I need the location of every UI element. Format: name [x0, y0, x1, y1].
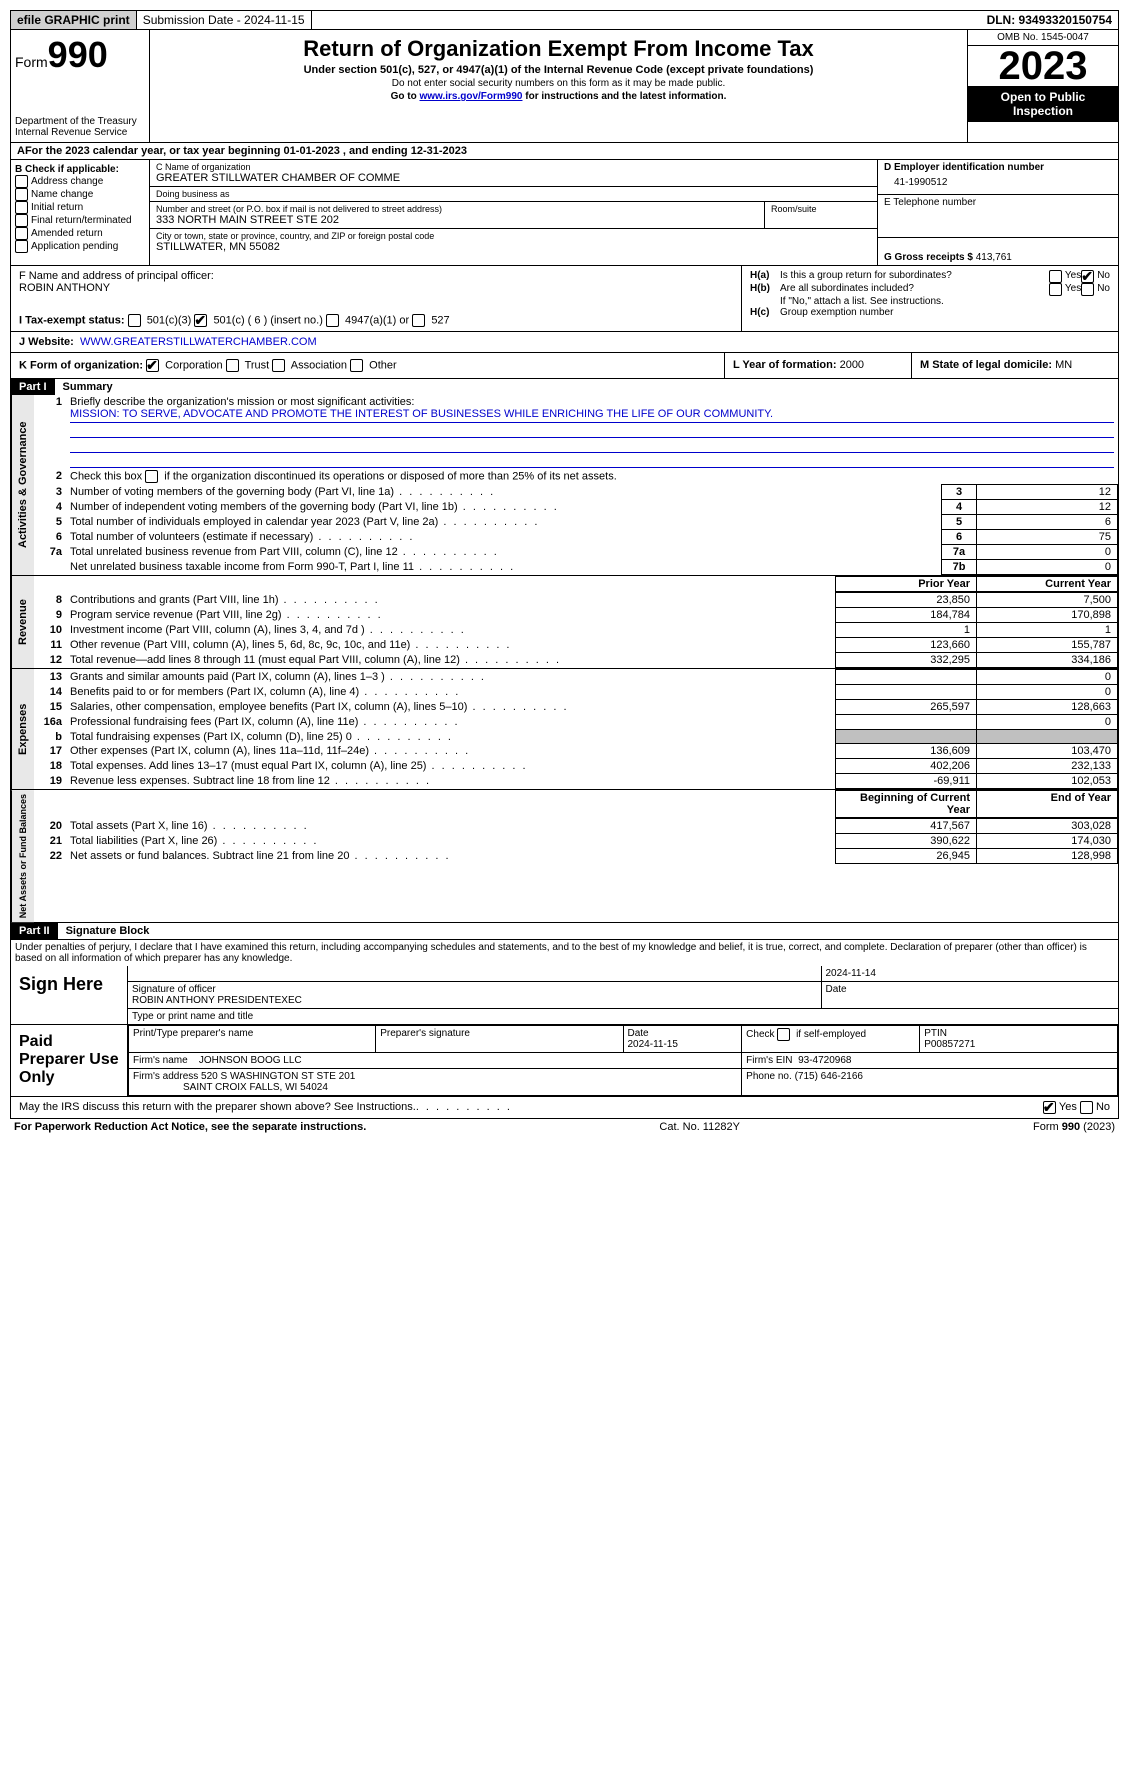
chk-527[interactable] [412, 314, 425, 327]
public-inspection: Open to Public Inspection [968, 86, 1118, 122]
vlabel-revenue: Revenue [11, 576, 34, 668]
ein-block: D Employer identification number 41-1990… [877, 160, 1118, 265]
dln: DLN: 93493320150754 [981, 11, 1118, 29]
form-footer: Form 990 (2023) [1033, 1121, 1115, 1133]
check-applicable: B Check if applicable: Address change Na… [11, 160, 150, 265]
year-formation: 2000 [840, 359, 864, 371]
paid-preparer-block: Paid Preparer Use Only Print/Type prepar… [10, 1025, 1119, 1097]
irs-link[interactable]: www.irs.gov/Form990 [419, 91, 522, 102]
chk-self-employed[interactable] [777, 1028, 790, 1041]
entity-block: B Check if applicable: Address change Na… [10, 160, 1119, 266]
chk-other[interactable] [350, 359, 363, 372]
revenue-section: Revenue Prior Year Current Year 8Contrib… [10, 576, 1119, 669]
firm-ein: 93-4720968 [798, 1055, 851, 1066]
vlabel-netassets: Net Assets or Fund Balances [11, 790, 34, 922]
form-number: Form990 [15, 34, 145, 76]
chk-hb-no[interactable] [1081, 283, 1094, 296]
chk-ha-yes[interactable] [1049, 270, 1062, 283]
sign-here-block: Sign Here 2024-11-14 Signature of office… [10, 966, 1119, 1025]
perjury-declaration: Under penalties of perjury, I declare th… [10, 940, 1119, 966]
chk-corp[interactable] [146, 359, 159, 372]
firm-addr: 520 S WASHINGTON ST STE 201 [201, 1071, 355, 1082]
tax-year-line: A For the 2023 calendar year, or tax yea… [10, 143, 1119, 160]
firm-name: JOHNSON BOOG LLC [199, 1055, 302, 1066]
officer-group-block: F Name and address of principal officer:… [10, 266, 1119, 332]
form-header: Form990 Department of the Treasury Inter… [10, 30, 1119, 143]
chk-501c3[interactable] [128, 314, 141, 327]
org-name-block: C Name of organization GREATER STILLWATE… [150, 160, 877, 265]
firm-phone: (715) 646-2166 [795, 1071, 863, 1082]
chk-amended[interactable] [15, 227, 28, 240]
chk-hb-yes[interactable] [1049, 283, 1062, 296]
chk-app-pending[interactable] [15, 240, 28, 253]
part2-header: Part II Signature Block [10, 923, 1119, 940]
tax-year: 2023 [968, 46, 1118, 86]
ein: 41-1990512 [884, 173, 1112, 192]
chk-4947[interactable] [326, 314, 339, 327]
form-subtitle: Under section 501(c), 527, or 4947(a)(1)… [158, 64, 959, 76]
dept-treasury: Department of the Treasury Internal Reve… [15, 116, 145, 138]
gross-receipts: 413,761 [976, 252, 1012, 263]
ptin: P00857271 [924, 1039, 975, 1050]
ssn-note: Do not enter social security numbers on … [158, 78, 959, 89]
vlabel-governance: Activities & Governance [11, 395, 34, 575]
discuss-row: May the IRS discuss this return with the… [10, 1097, 1119, 1119]
netassets-section: Net Assets or Fund Balances Beginning of… [10, 790, 1119, 923]
chk-final-return[interactable] [15, 214, 28, 227]
city: STILLWATER, MN 55082 [156, 241, 871, 253]
org-form-row: K Form of organization: Corporation Trus… [10, 353, 1119, 379]
expenses-section: Expenses 13Grants and similar amounts pa… [10, 669, 1119, 790]
chk-address-change[interactable] [15, 175, 28, 188]
part1-header: Part I Summary [10, 379, 1119, 395]
chk-discuss-yes[interactable] [1043, 1101, 1056, 1114]
chk-ha-no[interactable] [1081, 270, 1094, 283]
chk-name-change[interactable] [15, 188, 28, 201]
principal-officer: ROBIN ANTHONY [19, 282, 733, 294]
chk-501c[interactable] [194, 314, 207, 327]
chk-discontinued[interactable] [145, 470, 158, 483]
submission-date: Submission Date - 2024-11-15 [137, 11, 312, 29]
governance-section: Activities & Governance 1 Briefly descri… [10, 395, 1119, 576]
topbar: efile GRAPHIC print Submission Date - 20… [10, 10, 1119, 30]
footer: For Paperwork Reduction Act Notice, see … [10, 1119, 1119, 1135]
mission: MISSION: TO SERVE, ADVOCATE AND PROMOTE … [70, 408, 1114, 423]
website: WWW.GREATERSTILLWATERCHAMBER.COM [80, 336, 317, 348]
goto-note: Go to www.irs.gov/Form990 for instructio… [158, 91, 959, 102]
chk-assoc[interactable] [272, 359, 285, 372]
chk-initial-return[interactable] [15, 201, 28, 214]
street: 333 NORTH MAIN STREET STE 202 [156, 214, 758, 226]
officer-sig-name: ROBIN ANTHONY PRESIDENTEXEC [132, 995, 302, 1006]
website-row: J Website: WWW.GREATERSTILLWATERCHAMBER.… [10, 332, 1119, 353]
vlabel-expenses: Expenses [11, 669, 34, 789]
efile-label[interactable]: efile GRAPHIC print [11, 11, 137, 29]
chk-discuss-no[interactable] [1080, 1101, 1093, 1114]
domicile: MN [1055, 359, 1072, 371]
org-name: GREATER STILLWATER CHAMBER OF COMME [156, 172, 871, 184]
form-title: Return of Organization Exempt From Incom… [158, 36, 959, 62]
chk-trust[interactable] [226, 359, 239, 372]
